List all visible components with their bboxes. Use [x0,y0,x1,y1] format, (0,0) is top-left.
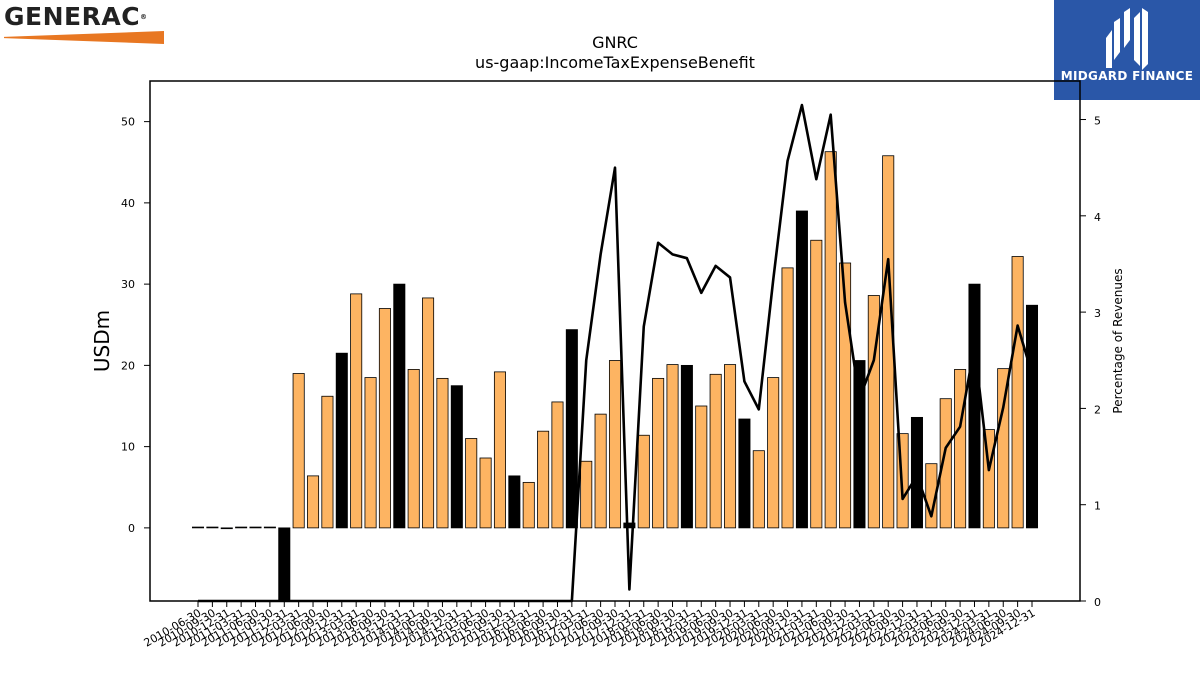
bar [436,377,449,529]
bar [422,297,435,529]
bar [795,210,808,529]
bar [997,368,1010,529]
x-axis: 2010-06-302010-09-302010-12-312011-03-31… [142,601,1038,650]
bar [263,526,276,529]
midgard-finance-logo: MIDGARD FINANCE [1054,0,1200,100]
bar [810,239,823,529]
bar [292,373,305,529]
bar [522,481,535,529]
bar [954,369,967,529]
bar [450,385,463,529]
y-axis-right: 0 1 2 3 4 5 [1080,115,1101,609]
bar [695,405,708,529]
bar [709,373,722,529]
bars-layer [191,151,1039,602]
generac-logo: GENERAC® [4,4,174,46]
bar [206,526,219,529]
bar [637,434,650,529]
bar [479,457,492,529]
bar [781,267,794,529]
y-axis-left: 0 10 20 30 40 50 [121,116,150,535]
bar [278,527,291,602]
midgard-logo-icon [1106,8,1148,70]
bar [652,377,665,529]
bar [982,429,995,529]
bar [680,364,693,529]
bar [594,413,607,529]
bar [1011,256,1024,529]
midgard-logo-text: MIDGARD FINANCE [1060,69,1194,83]
generac-logo-text: GENERAC [4,2,141,31]
bar [249,526,262,529]
bar [508,475,521,529]
y2-tick-label: 4 [1094,211,1101,224]
bar [853,360,866,529]
bar [580,460,593,529]
bar [867,295,880,529]
y2-tick-label: 2 [1094,403,1101,416]
bar [752,450,765,529]
bar [493,371,506,529]
y-tick-label: 40 [121,197,135,210]
bar [724,364,737,529]
bar [321,395,334,529]
bar [1025,304,1039,529]
y2-tick-label: 1 [1094,500,1101,513]
y-tick-label: 30 [121,278,135,291]
y-tick-label: 20 [121,359,135,372]
bar [839,262,852,529]
bar [191,526,205,529]
bar [378,308,391,529]
bar [220,527,233,530]
y2-tick-label: 3 [1094,307,1101,320]
bar [939,398,952,529]
bar [537,430,550,529]
bar [824,151,837,529]
y2-tick-label: 0 [1094,596,1101,609]
bar [335,352,348,529]
bar [350,293,363,529]
bar [393,283,406,529]
bar [551,401,564,529]
bar [910,416,923,529]
y-tick-label: 10 [121,441,135,454]
y2-axis-label: Percentage of Revenues [1111,268,1125,413]
bar [767,377,780,529]
bar [738,418,751,529]
bar [307,475,320,529]
bar [968,283,981,529]
bar [465,438,478,529]
y-tick-label: 50 [121,116,135,129]
registered-mark: ® [140,13,148,21]
bar [608,360,622,529]
bar [407,369,420,529]
y-tick-label: 0 [128,522,135,535]
y2-tick-label: 5 [1094,115,1101,128]
bar [235,526,248,529]
y-axis-label: USDm [90,310,114,372]
chart-subtitle: us-gaap:IncomeTaxExpenseBenefit [475,53,755,72]
bar [666,364,679,529]
bar [623,522,636,529]
chart-title: GNRC [592,33,638,52]
bar [565,329,578,529]
bar [364,377,377,529]
